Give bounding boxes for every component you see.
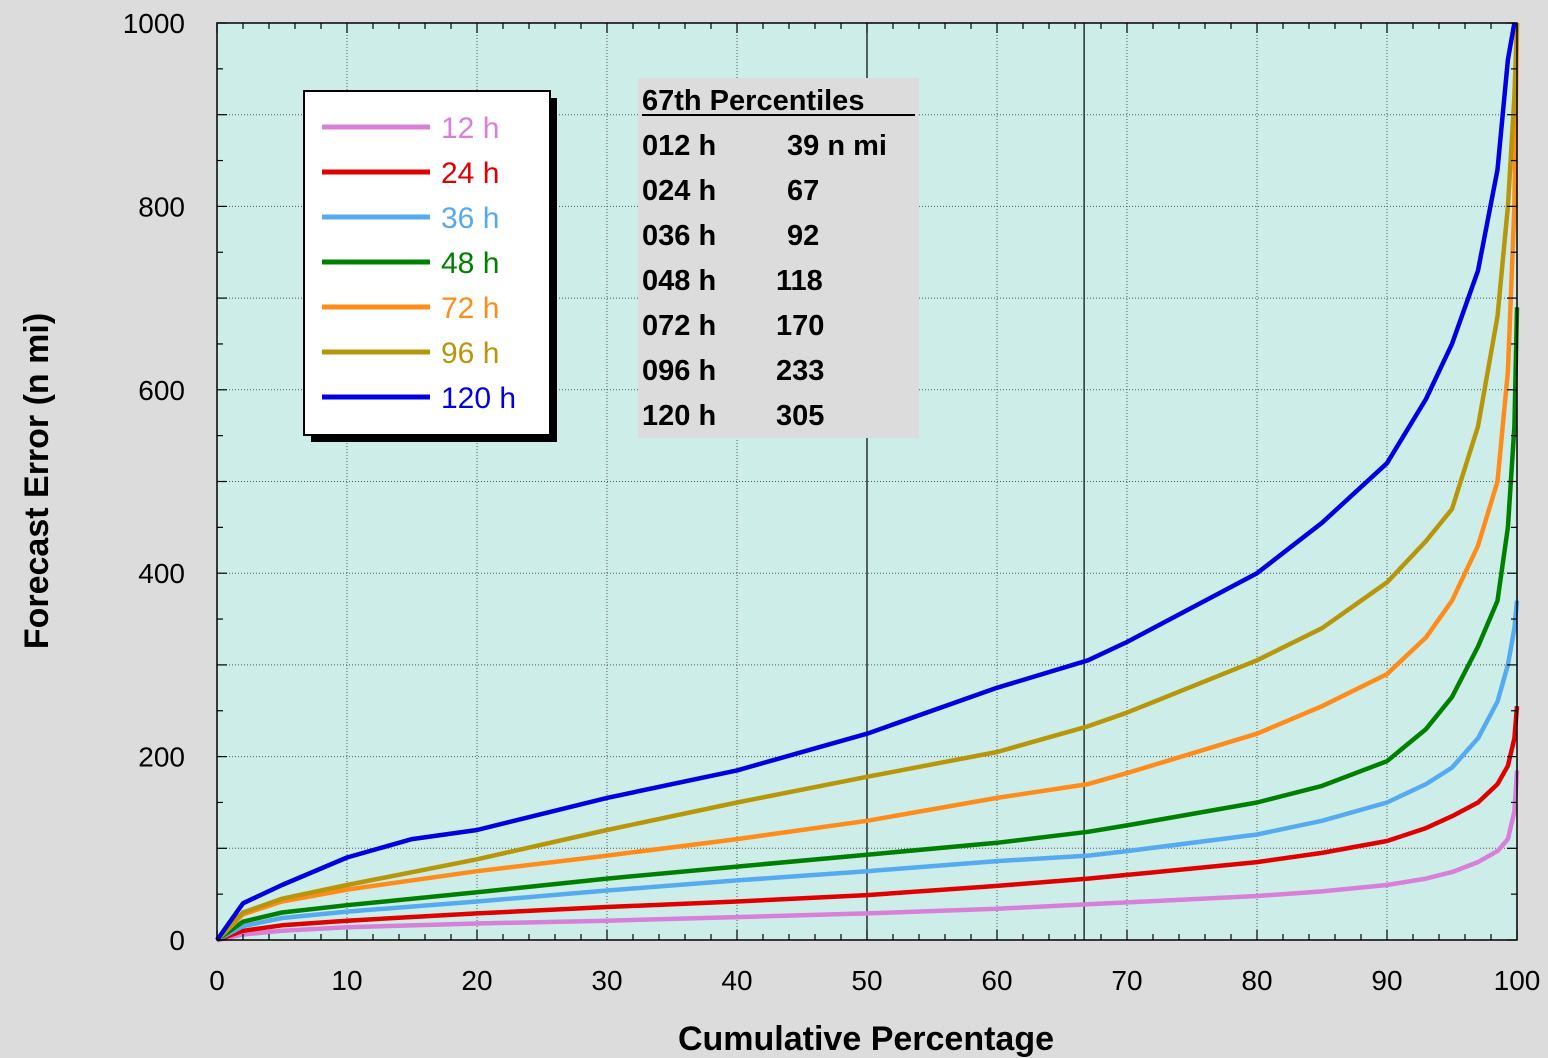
percentile-table-title: 67th Percentiles (642, 85, 864, 117)
legend-label: 96 h (441, 337, 499, 370)
percentile-table-bg (638, 78, 919, 438)
x-tick-label: 0 (209, 965, 225, 996)
x-tick-label: 40 (721, 965, 752, 996)
y-tick-labels: 0 200 400 600 800 1000 (123, 8, 185, 956)
x-tick-label: 30 (591, 965, 622, 996)
x-tick-label: 100 (1494, 965, 1541, 996)
percentile-value: 92 (787, 220, 819, 252)
percentile-table: 67th Percentiles 012 h 39 n mi 024 h 67 036 … (638, 78, 919, 438)
legend-label: 36 h (441, 202, 499, 235)
percentile-value: 39 n mi (787, 130, 887, 162)
y-axis-title: Forecast Error (n mi) (18, 313, 56, 649)
legend: 12 h 24 h 36 h 48 h 72 h 96 h 120 h (303, 90, 557, 442)
legend-label: 12 h (441, 112, 499, 145)
x-tick-label: 70 (1111, 965, 1142, 996)
y-tick-label: 600 (138, 375, 185, 406)
x-axis-title: Cumulative Percentage (678, 1020, 1054, 1058)
x-tick-label: 20 (461, 965, 492, 996)
percentile-lead: 096 h (642, 355, 716, 387)
series-lines (215, 22, 1520, 943)
percentile-lead: 012 h (642, 130, 716, 162)
series-line-96h (215, 22, 1520, 942)
legend-label: 48 h (441, 247, 499, 280)
percentile-value: 233 (776, 355, 824, 387)
y-tick-label: 800 (138, 191, 185, 222)
x-tick-label: 80 (1241, 965, 1272, 996)
y-tick-label: 200 (138, 742, 185, 773)
percentile-value: 118 (776, 265, 823, 297)
series-line-120h (215, 22, 1517, 942)
legend-label: 72 h (441, 292, 499, 325)
percentile-lead: 072 h (642, 310, 716, 342)
percentile-value: 170 (776, 310, 824, 342)
x-tick-label: 90 (1371, 965, 1402, 996)
series-line-72h (215, 22, 1520, 942)
percentile-value: 305 (776, 400, 824, 432)
y-tick-label: 400 (138, 558, 185, 589)
legend-label: 24 h (441, 157, 499, 190)
x-tick-label: 50 (851, 965, 882, 996)
series-line-12h (216, 770, 1520, 943)
series-line-48h (215, 307, 1520, 942)
tick-marks (216, 22, 1518, 941)
series-line-36h (215, 600, 1520, 942)
percentile-value: 67 (787, 175, 819, 207)
x-tick-label: 60 (981, 965, 1012, 996)
percentile-lead: 024 h (642, 175, 716, 207)
x-tick-label: 10 (331, 965, 362, 996)
y-tick-label: 1000 (123, 8, 185, 39)
percentile-lead: 048 h (642, 265, 716, 297)
percentile-lead: 120 h (642, 400, 716, 432)
y-tick-label: 0 (169, 925, 185, 956)
series-line-24h (216, 706, 1520, 943)
percentile-lead: 036 h (642, 220, 716, 252)
legend-label: 120 h (441, 382, 516, 415)
x-tick-labels: 0 10 20 30 40 50 60 70 80 90 100 (209, 965, 1540, 996)
